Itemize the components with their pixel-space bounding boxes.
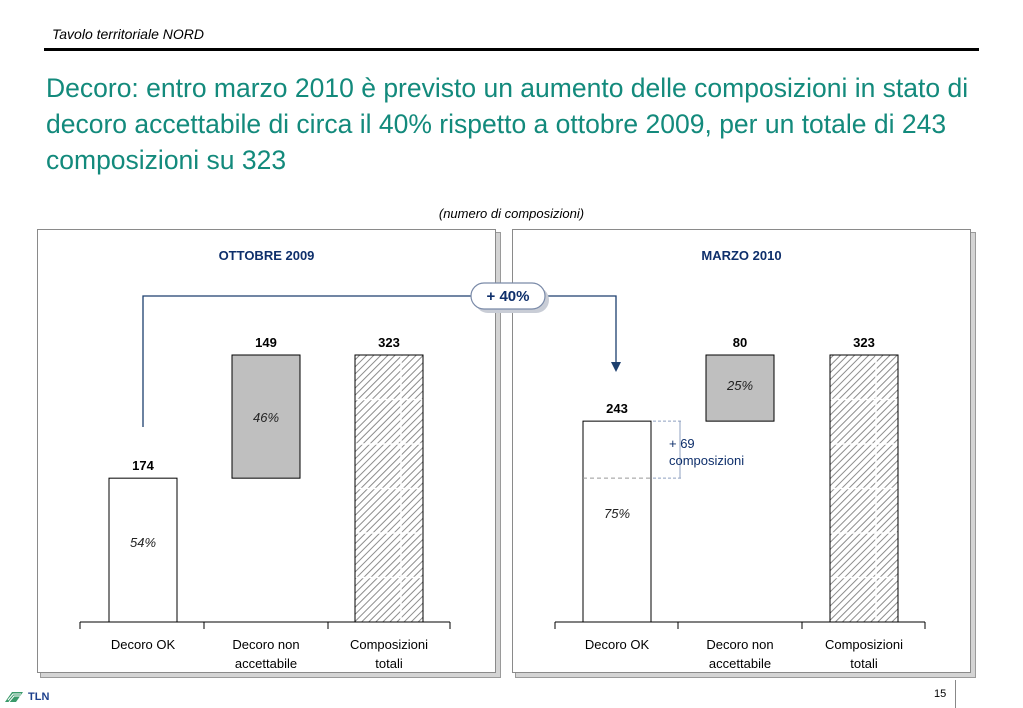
- value-label-2: 323: [378, 335, 400, 350]
- percent-label-0: 54%: [130, 535, 156, 550]
- bar-0: [582, 420, 652, 623]
- chart-0: 174 54% Decoro OK 149 46% Decoro non accettabi…: [79, 335, 451, 671]
- panel-title-marzo: MARZO 2010: [701, 248, 782, 263]
- increase-note: composizioni: [669, 453, 744, 468]
- category-label-1: Decoro non: [232, 637, 299, 652]
- page-number: 15: [934, 688, 947, 700]
- category-label-2: Composizioni: [350, 637, 428, 652]
- value-label-1: 149: [255, 335, 277, 350]
- growth-connector: [142, 295, 621, 427]
- category-label-2: Composizioni: [825, 637, 903, 652]
- category-label-1: accettabile: [235, 656, 297, 671]
- footer-logo: TLN: [4, 690, 49, 704]
- chart-1: 243 75% Decoro OK 80 25% Decoro non accettabil…: [554, 335, 926, 671]
- tln-logo-icon: [5, 692, 23, 703]
- page-title: Decoro: entro marzo 2010 è previsto un a…: [46, 73, 969, 175]
- value-label-2: 323: [853, 335, 875, 350]
- category-label-2: totali: [850, 656, 878, 671]
- category-label-0: Decoro OK: [111, 637, 176, 652]
- category-label-2: totali: [375, 656, 403, 671]
- value-label-0: 174: [132, 458, 154, 473]
- header-rule: [44, 48, 979, 51]
- category-label-1: Decoro non: [706, 637, 773, 652]
- percent-label-0: 75%: [604, 506, 630, 521]
- category-label-1: accettabile: [709, 656, 771, 671]
- value-label-0: 243: [606, 401, 628, 416]
- panel-title-ottobre: OTTOBRE 2009: [218, 248, 315, 263]
- chart-subtitle: (numero di composizioni): [438, 206, 585, 221]
- growth-badge-text: + 40%: [487, 288, 530, 305]
- growth-badge: + 40%: [470, 282, 549, 313]
- percent-label-1: 25%: [726, 378, 753, 393]
- category-label-0: Decoro OK: [585, 637, 650, 652]
- bar-1: [705, 354, 775, 422]
- logo-text: TLN: [28, 691, 50, 703]
- page-rule: [955, 680, 956, 708]
- value-label-1: 80: [733, 335, 747, 350]
- increase-note: + 69: [669, 436, 695, 451]
- header-text: Tavolo territoriale NORD: [52, 26, 204, 42]
- bar-outline: [829, 354, 899, 623]
- bar-outline: [354, 354, 424, 623]
- bar-0: [108, 477, 178, 623]
- bar-1: [231, 354, 301, 479]
- percent-label-1: 46%: [253, 410, 279, 425]
